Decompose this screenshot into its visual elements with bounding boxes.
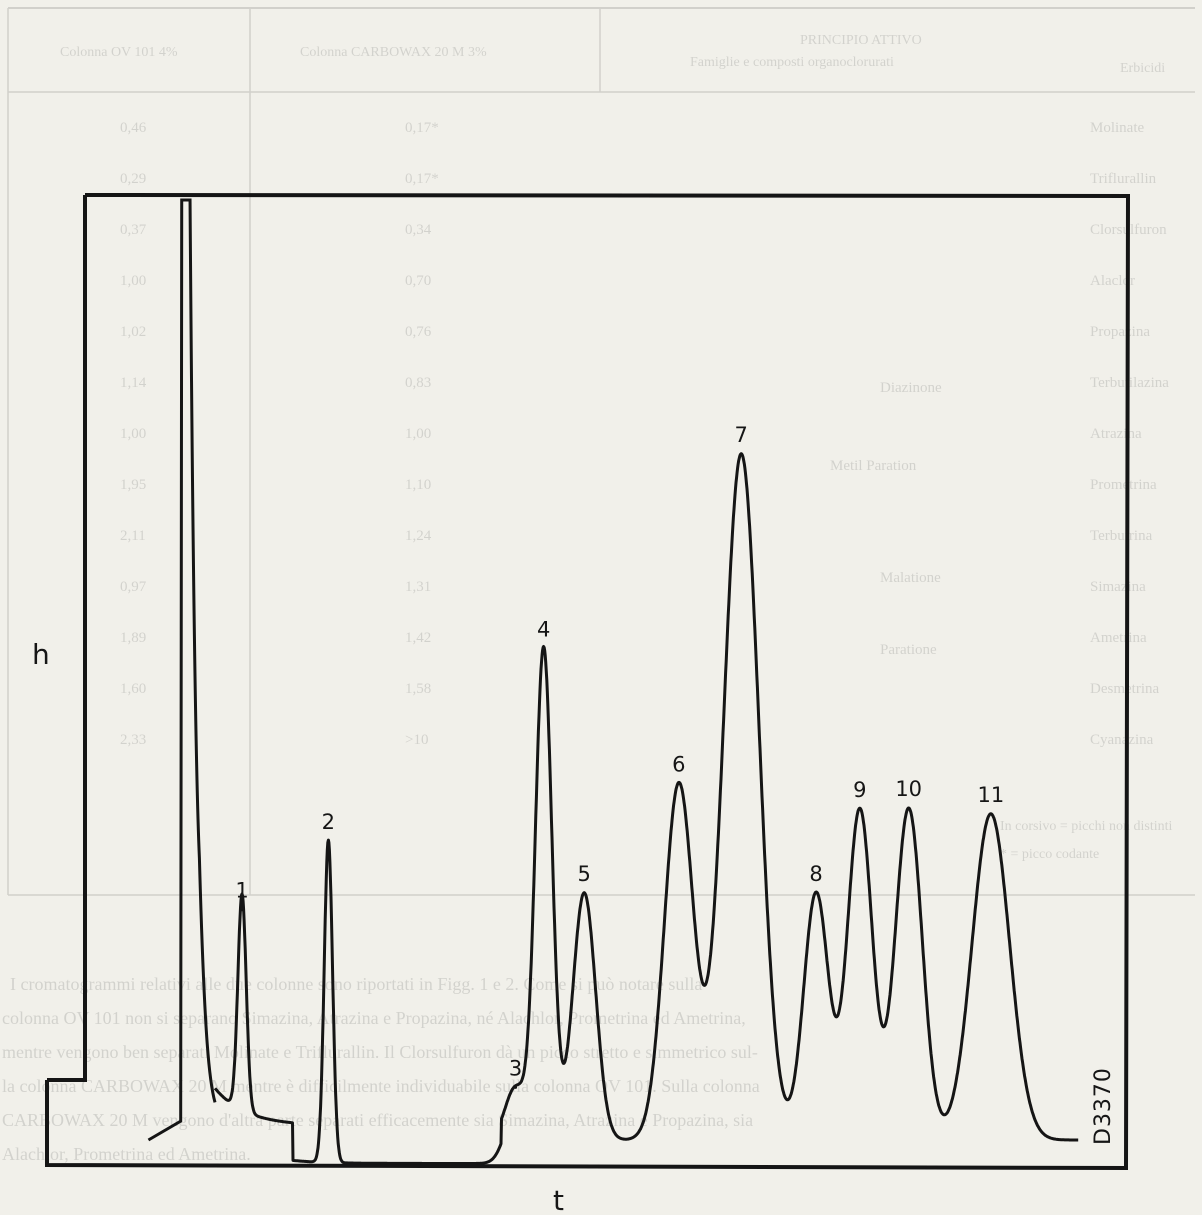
bleed-row-value-b: 1,60	[120, 681, 146, 697]
peak-label-8: 8	[809, 862, 822, 886]
bleed-group-3: Malatione	[880, 570, 941, 586]
bleed-row-value-a: 1,00	[405, 426, 431, 442]
bleed-row-value-a: 1,24	[405, 528, 432, 544]
bleed-row-name: Terbutrina	[1090, 528, 1153, 544]
peak-apex-9	[858, 808, 861, 811]
bleed-row-value-a: 0,70	[405, 273, 431, 289]
bleed-row-name: Prometrina	[1090, 477, 1157, 493]
x-axis-label: t	[553, 1184, 564, 1215]
bleed-paragraph-6: Alachlor, Prometrina ed Ametrina.	[2, 1144, 251, 1164]
bleed-row-name: Atrazina	[1090, 426, 1142, 442]
bleed-row-name: Desmetrina	[1090, 681, 1159, 697]
bleed-header-1: Colonna OV 101 4%	[60, 45, 178, 60]
peak-apex-1	[241, 908, 244, 911]
peak-label-2: 2	[322, 810, 335, 834]
bleed-row-name: Cyanazina	[1090, 732, 1154, 748]
bleed-row-value-a: 0,76	[405, 324, 432, 340]
peak-apex-11	[989, 812, 992, 815]
bleed-row-value-a: 0,17*	[405, 171, 439, 187]
bleed-row-value-a: 0,83	[405, 375, 431, 391]
peak-apex-10	[907, 807, 910, 810]
figure-code: D3370	[1091, 1067, 1116, 1145]
bleed-paragraph-2: colonna OV 101 non si separano Simazina,…	[2, 1008, 746, 1028]
bleed-header-3: PRINCIPIO ATTIVO	[800, 33, 922, 48]
bleed-group-4: Paratione	[880, 642, 937, 658]
bleed-row-name: Triflurallin	[1090, 171, 1157, 187]
bleed-group-2: Metil Paration	[830, 458, 917, 474]
bleed-row-name: Propazina	[1090, 324, 1150, 340]
bleed-row-value-b: 1,00	[120, 273, 146, 289]
bleed-row-value-b: 0,29	[120, 171, 146, 187]
bleed-row-value-b: 0,97	[120, 579, 147, 595]
peak-apex-4	[542, 647, 545, 650]
peak-label-1: 1	[235, 879, 248, 903]
peak-apex-8	[815, 891, 818, 894]
bleed-row-value-a: 1,58	[405, 681, 431, 697]
bleed-row-value-b: 1,14	[120, 375, 147, 391]
bleed-row-value-a: 0,34	[405, 222, 432, 238]
peak-label-7: 7	[735, 423, 748, 447]
bleed-footnote-1: In corsivo = picchi non distinti	[1000, 819, 1172, 834]
peak-apex-6	[677, 782, 680, 785]
bleed-row-value-b: 2,11	[120, 528, 146, 544]
bleed-row-value-a: 1,10	[405, 477, 431, 493]
bleed-row-value-b: 1,89	[120, 630, 146, 646]
peak-label-9: 9	[853, 778, 866, 802]
peak-label-3: 3	[509, 1056, 522, 1080]
bleed-paragraph-4: la colonna CARBOWAX 20 M mentre è diffic…	[2, 1076, 760, 1096]
bleed-row-value-b: 2,33	[120, 732, 146, 748]
peak-apex-3	[514, 1086, 517, 1089]
bleed-paragraph-1: I cromatogrammi relativi alle due colonn…	[10, 974, 702, 994]
peak-apex-7	[740, 452, 743, 455]
bleed-row-value-a: 1,31	[405, 579, 431, 595]
bleed-header-2: Colonna CARBOWAX 20 M 3%	[300, 45, 487, 60]
bleed-group-1: Diazinone	[880, 380, 942, 396]
peak-apex-2	[327, 840, 330, 843]
bleed-row-name: Simazina	[1090, 579, 1146, 595]
y-axis-label: h	[32, 638, 50, 671]
bleed-row-value-b: 1,00	[120, 426, 146, 442]
bleed-row-value-a: 0,17*	[405, 120, 439, 136]
peak-label-4: 4	[537, 617, 550, 641]
peak-label-11: 11	[977, 783, 1004, 807]
bleed-row-value-b: 1,02	[120, 324, 146, 340]
peak-label-5: 5	[578, 862, 591, 886]
bleed-row-value-b: 0,37	[120, 222, 147, 238]
bleed-header-5: Erbicidi	[1120, 61, 1165, 76]
bleed-row-name: Ametrina	[1090, 630, 1147, 646]
bleed-row-value-b: 0,46	[120, 120, 147, 136]
peak-apex-5	[583, 891, 586, 894]
bleed-row-name: Molinate	[1090, 120, 1144, 136]
bleed-row-value-a: >10	[405, 732, 428, 748]
peak-label-6: 6	[672, 753, 685, 777]
bleed-row-value-b: 1,95	[120, 477, 146, 493]
bleed-header-4: Famiglie e composti organoclorurati	[690, 55, 894, 70]
peak-label-10: 10	[895, 777, 922, 801]
bleed-paragraph-3: mentre vengono ben separati Molinate e T…	[2, 1042, 758, 1062]
bleed-row-value-a: 1,42	[405, 630, 431, 646]
bleed-footnote-2: * = picco codante	[1000, 847, 1099, 862]
